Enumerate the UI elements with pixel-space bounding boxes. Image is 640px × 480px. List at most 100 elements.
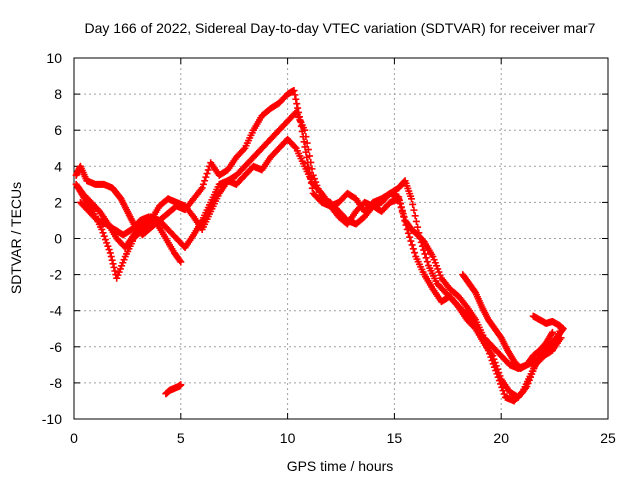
data-point [290, 86, 298, 94]
series-track-b [72, 108, 567, 405]
data-point [400, 212, 408, 220]
data-point [108, 256, 116, 264]
data-point [110, 263, 118, 271]
data-point [396, 199, 404, 207]
x-axis: 0 5 10 15 20 25 [70, 58, 616, 446]
data-point [104, 242, 112, 250]
y-axis-label: SDTVAR / TECUs [8, 182, 24, 294]
data-point [202, 173, 210, 181]
chart-title: Day 166 of 2022, Sidereal Day-to-day VTE… [85, 20, 596, 36]
data-point [407, 237, 415, 245]
y-tick-label: -4 [50, 303, 63, 319]
data-point [411, 212, 419, 220]
data-point [101, 236, 109, 244]
x-tick-label: 5 [177, 430, 185, 446]
y-tick-label: -6 [50, 339, 63, 355]
data-point [412, 217, 420, 225]
data-point [99, 229, 107, 237]
x-tick-label: 25 [600, 430, 616, 446]
data-point [491, 359, 499, 367]
data-point [309, 171, 317, 179]
data-point [407, 195, 415, 203]
data-point [107, 253, 115, 261]
data-point [494, 365, 502, 373]
data-point [203, 170, 211, 178]
data-point [409, 245, 417, 253]
data-point [303, 139, 311, 147]
data-point [415, 229, 423, 237]
data-point [106, 249, 114, 257]
data-point [403, 225, 411, 233]
data-point [408, 241, 416, 249]
data-point [410, 206, 418, 214]
data-point [308, 165, 316, 173]
data-point [177, 381, 185, 389]
data-point [421, 250, 429, 258]
data-point [500, 390, 508, 398]
data-point [198, 184, 206, 192]
data-point [204, 166, 212, 174]
x-tick-label: 15 [387, 430, 403, 446]
data-point [495, 369, 503, 377]
y-tick-label: 8 [54, 86, 62, 102]
data-point [492, 362, 500, 370]
data-point [301, 126, 309, 134]
data-point [103, 239, 111, 247]
data-point [302, 133, 310, 141]
data-point [98, 225, 106, 233]
y-tick-label: -8 [50, 375, 63, 391]
data-point [292, 95, 300, 103]
series-track-g [459, 271, 556, 372]
data-point [401, 217, 409, 225]
data-point [423, 258, 431, 266]
x-axis-label: GPS time / hours [287, 458, 394, 474]
data-point [398, 208, 406, 216]
y-tick-label: 0 [54, 231, 62, 247]
data-point [548, 328, 556, 336]
series-track-e [162, 381, 185, 398]
y-tick-label: -10 [42, 411, 62, 427]
y-tick-label: -2 [50, 267, 63, 283]
y-tick-label: 10 [46, 50, 62, 66]
data-point [111, 267, 119, 275]
data-point [406, 233, 414, 241]
data-point [490, 355, 498, 363]
data-point [422, 254, 430, 262]
y-tick-label: 6 [54, 122, 62, 138]
data-point [201, 177, 209, 185]
series-track-f [529, 312, 567, 333]
data-point [418, 242, 426, 250]
series-track-a [72, 86, 565, 372]
data-points [72, 86, 567, 405]
data-point [489, 352, 497, 360]
data-point [109, 260, 117, 268]
data-point [176, 257, 184, 265]
data-point [411, 249, 419, 257]
grid-layer [74, 58, 608, 419]
data-point [307, 158, 315, 166]
y-axis: -10 -8 -6 -4 -2 0 2 4 6 8 10 [42, 50, 608, 427]
x-tick-label: 20 [493, 430, 509, 446]
data-point [395, 195, 403, 203]
data-point [291, 91, 299, 99]
data-point [293, 100, 301, 108]
data-point [304, 146, 312, 154]
data-point [417, 238, 425, 246]
data-point [294, 104, 302, 112]
data-point [240, 146, 248, 154]
y-tick-label: 4 [54, 158, 62, 174]
data-point [414, 223, 422, 231]
data-point [199, 180, 207, 188]
data-point [291, 143, 299, 151]
x-tick-label: 0 [70, 430, 78, 446]
data-point [420, 246, 428, 254]
data-point [397, 204, 405, 212]
y-tick-label: 2 [54, 194, 62, 210]
data-point [100, 232, 108, 240]
data-point [404, 229, 412, 237]
data-point [105, 246, 113, 254]
data-point [409, 200, 417, 208]
x-tick-label: 10 [280, 430, 296, 446]
data-point [557, 334, 565, 342]
